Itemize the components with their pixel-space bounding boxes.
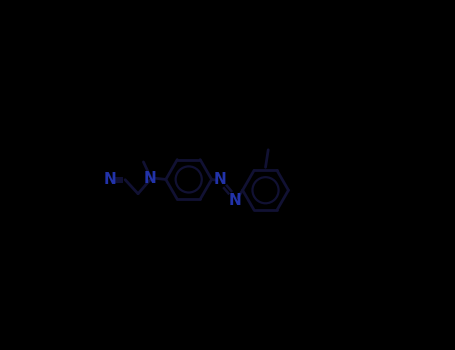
Text: N: N — [229, 193, 242, 208]
Text: N: N — [214, 172, 227, 187]
Text: N: N — [144, 170, 157, 186]
Text: N: N — [104, 172, 116, 187]
